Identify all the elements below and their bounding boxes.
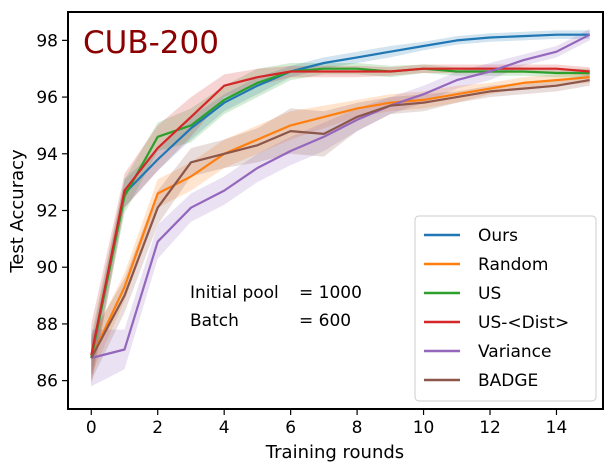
legend-box [414,215,597,402]
series-line-badge [90,79,590,359]
band-ours [91,30,590,376]
x-tick-label: 0 [86,418,97,438]
y-tick-label: 98 [36,31,58,51]
band-badge [91,74,590,381]
series-lines [90,33,591,360]
annotation-pool-label: Initial pool [190,283,279,303]
y-tick-label: 92 [36,202,58,222]
y-tick-label: 88 [36,315,58,335]
x-tick-label: 10 [413,418,435,438]
series-line-us-dist [90,67,590,356]
legend-label: Ours [478,226,518,246]
annotation-pool-value: = 1000 [299,283,362,303]
y-tick-label: 96 [36,88,58,108]
x-tick-label: 6 [285,418,296,438]
legend-label: US-<Dist> [478,313,569,333]
y-tick-label: 90 [36,258,58,278]
chart-title: CUB-200 [83,25,219,61]
x-axis-label: Training rounds [265,442,404,463]
y-tick-label: 86 [36,372,58,392]
legend-label: BADGE [478,371,538,391]
series-line-variance [91,33,591,360]
annotation-batch-label: Batch [190,311,239,331]
x-tick-label: 4 [219,418,230,438]
plot-frame [67,11,604,410]
x-tick-label: 8 [352,418,363,438]
x-tick-label: 12 [479,418,501,438]
y-tick-label: 94 [36,145,58,165]
x-tick-label: 2 [152,418,163,438]
x-tick-label: 14 [546,418,568,438]
annotation-batch-value: = 600 [299,311,351,331]
legend-label: Random [478,255,548,275]
legend: Ours Random US US-<Dist> Variance BADGE [414,215,597,402]
y-axis-label: Test Accuracy [7,149,28,274]
series-line-ours [90,33,590,359]
legend-label: US [478,284,501,304]
band-random [91,71,590,375]
legend-label: Variance [478,342,551,362]
